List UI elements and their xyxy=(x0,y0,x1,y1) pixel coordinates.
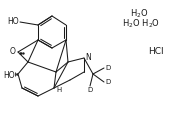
Text: HO: HO xyxy=(7,18,19,27)
Text: D: D xyxy=(105,65,110,71)
Text: H: H xyxy=(56,87,61,93)
Text: D: D xyxy=(105,79,110,85)
Text: O: O xyxy=(10,48,16,56)
Text: N: N xyxy=(85,53,91,62)
Text: D: D xyxy=(87,87,93,93)
Text: HO: HO xyxy=(3,70,15,79)
Text: H$_2$O H$_2$O: H$_2$O H$_2$O xyxy=(122,18,160,30)
Text: HCl: HCl xyxy=(148,48,164,56)
Text: H$_2$O: H$_2$O xyxy=(130,8,148,20)
